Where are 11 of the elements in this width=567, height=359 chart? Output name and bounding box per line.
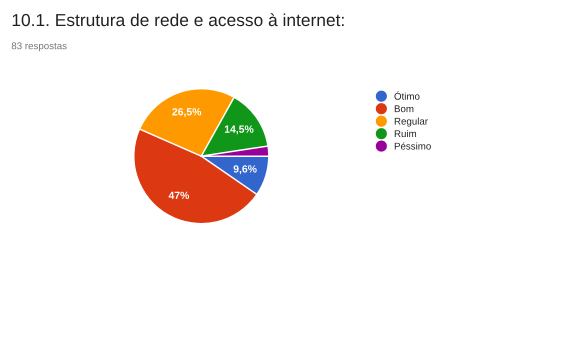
chart-title: 10.1. Estrutura de rede e acesso à internet: <box>12 13 344 26</box>
text: 83 respostas <box>12 42 67 52</box>
legend-label: Regular <box>394 118 428 127</box>
legend-label: Bom <box>394 105 414 112</box>
legend-label: Péssimo <box>394 142 431 150</box>
data-label: 14,5% <box>224 125 254 134</box>
data-label: 26,5% <box>172 108 202 117</box>
legend-label: Ótimo <box>394 91 420 100</box>
data-label: 47% <box>168 192 190 200</box>
data-label: 9,6% <box>234 165 257 174</box>
legend-label: Ruim <box>394 130 416 138</box>
